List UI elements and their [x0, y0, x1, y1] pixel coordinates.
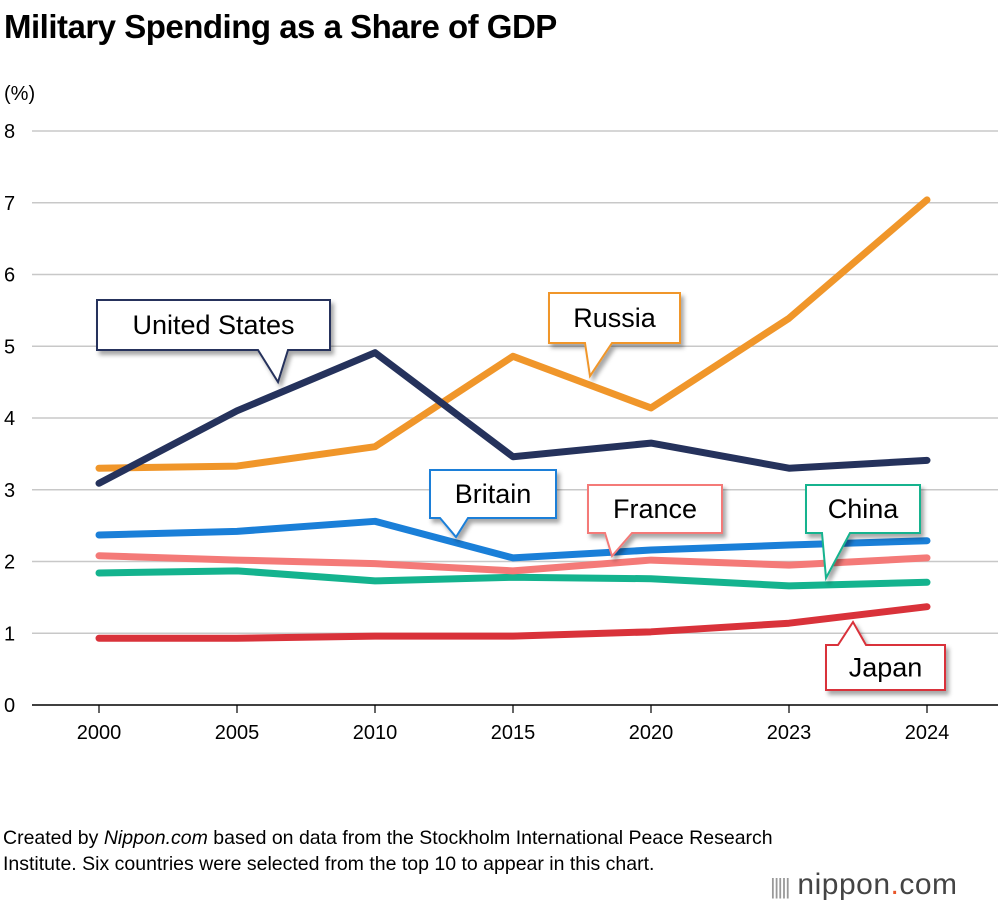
y-tick-label: 6 [4, 265, 15, 287]
x-tick-label: 2010 [353, 722, 398, 744]
y-tick-label: 7 [4, 193, 15, 215]
series-line-britain [95, 517, 931, 562]
series-label-china: China [828, 494, 900, 524]
nippon-logo: ||||| nippon.com [770, 868, 958, 901]
footnote-prefix: Created by [3, 827, 104, 849]
chart-title: Military Spending as a Share of GDP [4, 8, 557, 45]
series-label-france: France [613, 494, 697, 524]
logo-name: nippon [797, 868, 891, 901]
y-tick-label: 0 [4, 695, 15, 717]
x-tick-label: 2024 [905, 722, 950, 744]
logo-tld: com [899, 868, 958, 901]
series-line-united-states [95, 349, 931, 487]
callout-box-china [805, 484, 921, 582]
callout-box-russia [548, 292, 681, 379]
series-label-united-states: United States [132, 310, 294, 340]
footnote-source: Nippon.com [103, 827, 208, 849]
series-label-japan: Japan [849, 653, 923, 683]
series-line-russia [95, 196, 931, 472]
x-tick-label: 2020 [629, 722, 674, 744]
y-tick-label: 8 [4, 121, 15, 143]
series-line-japan [95, 603, 931, 642]
callout-box-united-states [96, 299, 331, 385]
series-label-britain: Britain [455, 479, 532, 509]
footnote: Created by Nippon.com based on data from… [3, 825, 783, 877]
logo-dot: . [890, 868, 900, 901]
series-line-china [95, 567, 931, 590]
footnote-suffix: based on data from the Stockholm Interna… [3, 827, 773, 875]
x-tick-label: 2000 [77, 722, 122, 744]
callout-box-france [587, 484, 723, 559]
y-axis-label: (%) [4, 83, 35, 105]
y-tick-label: 4 [4, 408, 15, 430]
y-tick-label: 3 [4, 480, 15, 502]
x-tick-label: 2015 [491, 722, 536, 744]
callout-box-britain [429, 469, 557, 539]
series-line-france [95, 552, 931, 575]
callout-box-japan [825, 620, 946, 691]
x-tick-label: 2023 [767, 722, 812, 744]
x-tick-label: 2005 [215, 722, 260, 744]
series-label-russia: Russia [573, 303, 657, 333]
y-tick-label: 2 [4, 552, 15, 574]
y-tick-label: 5 [4, 336, 15, 358]
y-tick-label: 1 [4, 623, 15, 645]
